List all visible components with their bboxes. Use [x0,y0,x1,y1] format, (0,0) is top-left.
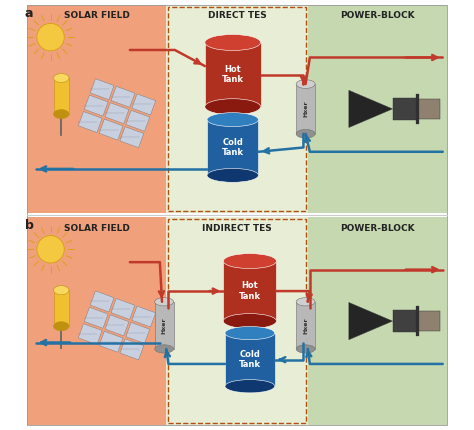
Polygon shape [111,298,135,319]
Bar [296,84,315,134]
Bar [168,219,306,423]
Bar [168,7,306,211]
Polygon shape [105,103,129,124]
Polygon shape [349,90,392,128]
Polygon shape [132,306,155,327]
Polygon shape [126,322,150,344]
Bar [155,302,173,349]
Ellipse shape [207,169,258,182]
Ellipse shape [54,322,69,331]
Bar [296,302,315,349]
Text: DIRECT TES: DIRECT TES [208,12,266,20]
Circle shape [37,236,64,263]
Ellipse shape [296,345,315,353]
Bar [54,290,69,326]
Polygon shape [84,95,108,116]
Ellipse shape [54,110,69,119]
Ellipse shape [296,80,315,89]
Ellipse shape [205,34,261,50]
Polygon shape [78,324,102,345]
Text: b: b [25,219,34,232]
Text: Hxer: Hxer [303,317,308,334]
Ellipse shape [225,380,275,393]
Ellipse shape [54,286,69,295]
Ellipse shape [54,74,69,83]
Bar [392,310,418,332]
Polygon shape [120,339,144,360]
Text: SOLAR FIELD: SOLAR FIELD [64,224,129,233]
Circle shape [37,23,64,51]
Bar [392,98,418,120]
Polygon shape [120,127,144,147]
Bar [205,43,261,107]
Bar [418,311,440,331]
Ellipse shape [207,113,258,126]
Text: POWER-BLOCK: POWER-BLOCK [340,224,415,233]
Polygon shape [111,86,135,108]
Bar [27,5,166,213]
Bar [207,120,258,175]
Bar [54,78,69,114]
Bar [166,5,308,213]
Polygon shape [349,302,392,340]
Ellipse shape [155,298,173,306]
Bar [418,99,440,119]
Polygon shape [99,119,123,140]
Bar [416,94,419,124]
Polygon shape [126,111,150,131]
Text: a: a [25,7,33,20]
Text: Hxer: Hxer [303,101,308,117]
Bar [225,333,275,386]
Polygon shape [132,94,155,115]
Polygon shape [84,307,108,328]
Bar [308,5,447,213]
Ellipse shape [205,99,261,115]
Text: POWER-BLOCK: POWER-BLOCK [340,12,415,20]
Ellipse shape [225,326,275,340]
Polygon shape [78,111,102,132]
Bar [416,306,419,336]
Polygon shape [90,291,114,312]
Text: Hot
Tank: Hot Tank [239,281,261,301]
Polygon shape [90,79,114,100]
Text: Cold
Tank: Cold Tank [222,138,244,157]
Ellipse shape [296,298,315,306]
Text: Hot
Tank: Hot Tank [222,65,244,84]
Ellipse shape [155,345,173,353]
Text: SOLAR FIELD: SOLAR FIELD [64,12,129,20]
Bar [223,261,276,321]
Ellipse shape [296,129,315,138]
Ellipse shape [223,254,276,269]
Polygon shape [105,315,129,336]
Ellipse shape [223,313,276,329]
Bar [166,217,308,425]
Text: Hxer: Hxer [162,317,167,334]
Text: INDIRECT TES: INDIRECT TES [202,224,272,233]
Polygon shape [99,331,123,352]
Text: Cold
Tank: Cold Tank [239,350,261,369]
Bar [27,217,166,425]
Bar [308,217,447,425]
